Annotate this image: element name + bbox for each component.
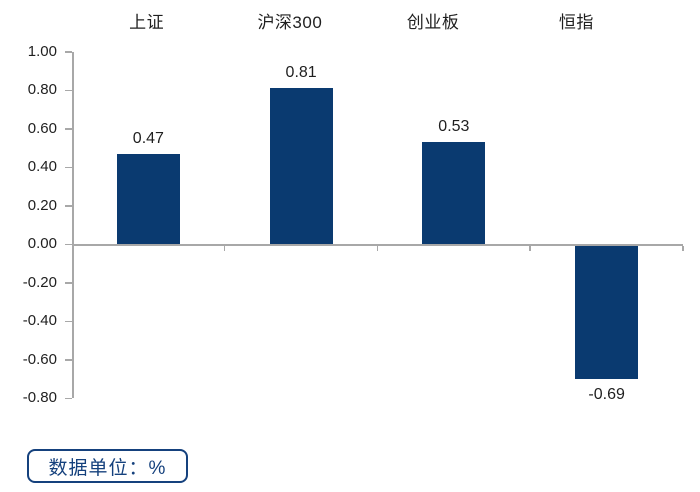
- y-axis-tick-label: 0.20: [27, 196, 57, 214]
- category-label: 上证: [129, 12, 165, 32]
- y-axis-tick-label: 1.00: [27, 42, 57, 60]
- y-axis-tick-label: 0.60: [27, 119, 57, 137]
- unit-badge: 数据单位：%: [27, 449, 188, 483]
- y-axis-tick: [65, 282, 72, 284]
- category-label: 创业板: [406, 12, 460, 32]
- y-axis-tick: [65, 397, 72, 399]
- y-axis-tick: [65, 89, 72, 91]
- category-label: 恒指: [558, 12, 594, 32]
- x-axis-tick: [682, 246, 684, 251]
- bar-value-label: 0.53: [438, 117, 470, 135]
- bar-value-label: 0.81: [285, 64, 317, 82]
- bar-value-label: -0.69: [588, 385, 625, 403]
- bar: [116, 153, 180, 244]
- bar: [422, 141, 486, 244]
- y-axis-tick: [65, 51, 72, 53]
- bar: [269, 88, 333, 244]
- bar: [575, 246, 639, 379]
- y-axis-tick-label: -0.80: [22, 389, 57, 406]
- x-axis-tick: [223, 246, 226, 251]
- y-axis-tick: [65, 243, 72, 245]
- y-axis-tick-label: -0.20: [22, 273, 57, 291]
- y-axis-line: [72, 51, 74, 398]
- category-label: 沪深300: [257, 12, 323, 32]
- category-header-row: 上证 沪深300 创业板 恒指: [75, 7, 648, 33]
- y-axis-tick-label: 0.80: [27, 81, 57, 98]
- y-axis-tick-label: 0.00: [27, 235, 57, 252]
- y-axis-tick: [65, 128, 72, 130]
- x-axis-tick: [529, 246, 531, 251]
- y-axis-tick: [65, 205, 72, 207]
- y-axis-tick-label: 0.40: [27, 158, 57, 175]
- y-axis-tick: [65, 359, 72, 361]
- x-axis-line: [72, 244, 683, 246]
- x-axis-tick: [376, 246, 378, 251]
- y-axis-tick: [65, 166, 72, 168]
- unit-label: 数据单位：%: [48, 457, 167, 479]
- y-axis-tick-label: -0.60: [22, 350, 57, 368]
- y-axis-tick: [65, 320, 72, 322]
- bar-value-label: 0.47: [132, 129, 164, 147]
- y-axis-tick-label: -0.40: [22, 312, 57, 329]
